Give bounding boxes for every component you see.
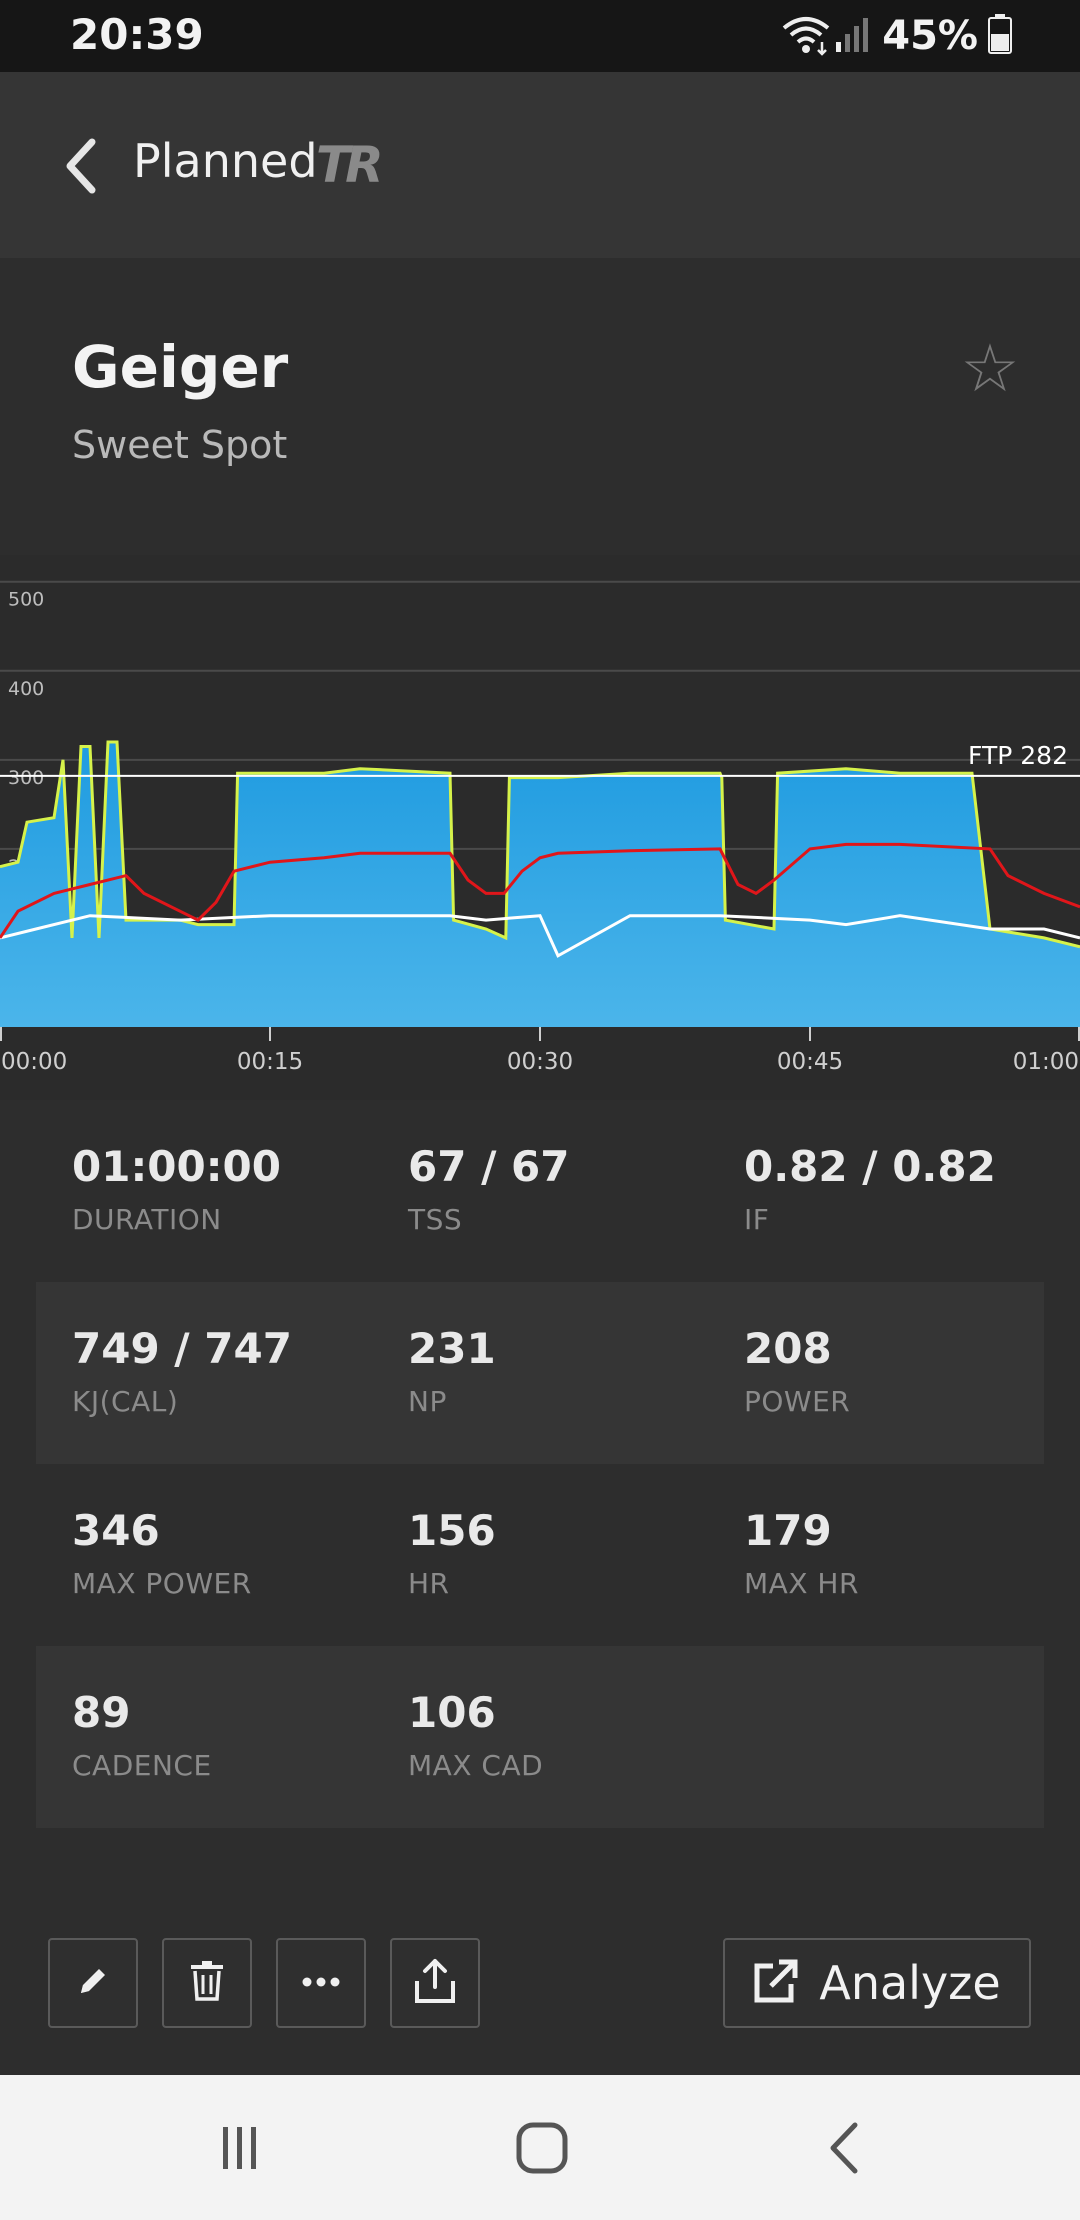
delete-button[interactable] — [162, 1938, 252, 2028]
recent-apps-button[interactable] — [185, 2105, 295, 2195]
trash-icon — [187, 1959, 227, 2007]
heart-rate-line — [0, 842, 1080, 939]
stat-duration: 01:00:00 DURATION — [36, 1100, 372, 1282]
stat-value: 208 — [744, 1324, 832, 1373]
x-tick-label: 01:00 — [1013, 1049, 1079, 1075]
share-button[interactable] — [390, 1938, 480, 2028]
stat-np: 231 NP — [372, 1282, 708, 1464]
stat-label: IF — [744, 1203, 770, 1236]
stat-value: 67 / 67 — [408, 1142, 570, 1191]
recent-apps-icon — [215, 2123, 265, 2177]
stat-value: 179 — [744, 1506, 832, 1555]
battery-icon — [988, 14, 1012, 58]
stat-label: TSS — [408, 1203, 463, 1236]
stat-label: MAX POWER — [72, 1567, 252, 1600]
stat-value: 749 / 747 — [72, 1324, 292, 1373]
home-icon — [515, 2121, 569, 2179]
back-icon — [823, 2121, 867, 2179]
power-area — [0, 742, 1080, 1027]
battery-percent: 45% — [882, 13, 978, 59]
star-icon: ☆ — [960, 329, 1020, 407]
cadence-line — [0, 914, 1080, 958]
stat-value: 01:00:00 — [72, 1142, 281, 1191]
stat-value: 156 — [408, 1506, 496, 1555]
y-tick-label: 400 — [8, 678, 44, 700]
analyze-button[interactable]: Analyze — [723, 1938, 1031, 2028]
stat-kj: 749 / 747 KJ(CAL) — [36, 1282, 372, 1464]
stat-hr: 156 HR — [372, 1464, 708, 1646]
stats-grid: 01:00:00 DURATION 67 / 67 TSS 0.82 / 0.8… — [36, 1100, 1044, 1828]
workout-header: Geiger Sweet Spot ☆ — [0, 258, 1080, 558]
trainerroad-logo: TR — [316, 136, 384, 194]
status-bar: 20:39 45% — [0, 0, 1080, 72]
stat-empty — [708, 1646, 1044, 1828]
x-tick-label: 00:45 — [777, 1049, 843, 1075]
app-bar: Planned TR — [0, 72, 1080, 258]
stat-label: POWER — [744, 1385, 851, 1418]
chevron-left-icon — [60, 136, 100, 200]
stat-value: 0.82 / 0.82 — [744, 1142, 996, 1191]
stat-value: 231 — [408, 1324, 496, 1373]
system-nav-bar — [0, 2075, 1080, 2220]
stat-label: CADENCE — [72, 1749, 212, 1782]
stats-row: 346 MAX POWER 156 HR 179 MAX HR — [36, 1464, 1044, 1646]
wifi-icon — [780, 12, 832, 60]
stat-label: DURATION — [72, 1203, 222, 1236]
stat-value: 106 — [408, 1688, 496, 1737]
stat-power: 208 POWER — [708, 1282, 1044, 1464]
ftp-label: FTP 282 — [968, 741, 1068, 770]
stat-max-cad: 106 MAX CAD — [372, 1646, 708, 1828]
status-time: 20:39 — [70, 10, 204, 59]
stat-if: 0.82 / 0.82 IF — [708, 1100, 1044, 1282]
stat-value: 89 — [72, 1688, 131, 1737]
y-tick-label: 500 — [8, 589, 44, 611]
status-icons: 45% — [780, 10, 1012, 62]
action-bar: Analyze — [0, 1930, 1080, 2080]
x-tick-label: 00:15 — [237, 1049, 303, 1075]
stat-max-power: 346 MAX POWER — [36, 1464, 372, 1646]
edit-button[interactable] — [48, 1938, 138, 2028]
stat-label: KJ(CAL) — [72, 1385, 179, 1418]
y-tick-label: 300 — [8, 767, 44, 789]
stat-cadence: 89 CADENCE — [36, 1646, 372, 1828]
stat-value: 346 — [72, 1506, 160, 1555]
share-icon — [413, 1957, 457, 2009]
workout-name: Geiger — [72, 333, 289, 401]
stats-row: 01:00:00 DURATION 67 / 67 TSS 0.82 / 0.8… — [36, 1100, 1044, 1282]
stat-tss: 67 / 67 TSS — [372, 1100, 708, 1282]
more-icon — [299, 1974, 343, 1993]
favorite-button[interactable]: ☆ — [950, 328, 1030, 408]
back-button[interactable] — [40, 128, 120, 208]
page-title: Planned — [133, 134, 318, 188]
stat-label: MAX HR — [744, 1567, 859, 1600]
pencil-icon — [73, 1961, 113, 2005]
stats-row: 749 / 747 KJ(CAL) 231 NP 208 POWER — [36, 1282, 1044, 1464]
more-options-button[interactable] — [276, 1938, 366, 2028]
stat-label: NP — [408, 1385, 447, 1418]
x-tick-label: 00:00 — [1, 1049, 67, 1075]
analyze-label: Analyze — [819, 1956, 1001, 2010]
home-button[interactable] — [487, 2105, 597, 2195]
power-line — [0, 740, 1080, 949]
stat-label: MAX CAD — [408, 1749, 544, 1782]
workout-chart-svg: 500400300200FTP 28200:0000:1500:3000:450… — [0, 580, 1080, 1075]
stat-label: HR — [408, 1567, 450, 1600]
external-link-icon — [753, 1958, 799, 2008]
x-tick-label: 00:30 — [507, 1049, 573, 1075]
workout-type: Sweet Spot — [72, 423, 288, 467]
system-back-button[interactable] — [790, 2105, 900, 2195]
signal-icon — [832, 12, 872, 60]
stats-row: 89 CADENCE 106 MAX CAD — [36, 1646, 1044, 1828]
stat-max-hr: 179 MAX HR — [708, 1464, 1044, 1646]
workout-chart: 500400300200FTP 28200:0000:1500:3000:450… — [0, 555, 1080, 1100]
